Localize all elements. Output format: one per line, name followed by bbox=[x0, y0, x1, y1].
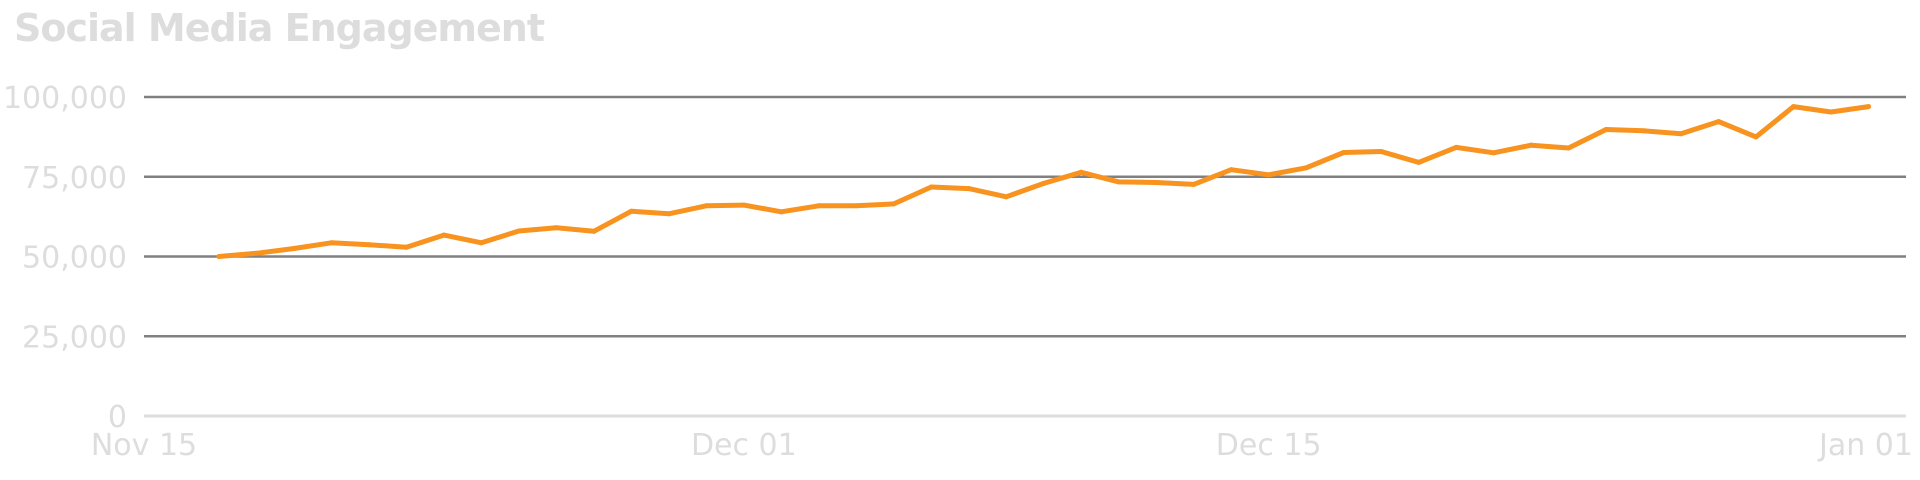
data-point bbox=[853, 203, 859, 209]
data-point bbox=[1828, 109, 1834, 115]
y-tick-label: 50,000 bbox=[22, 241, 127, 276]
data-point bbox=[666, 211, 672, 217]
data-point bbox=[1378, 149, 1384, 155]
data-point bbox=[1678, 131, 1684, 137]
data-point bbox=[516, 228, 522, 234]
data-point bbox=[403, 244, 409, 250]
data-point bbox=[441, 232, 447, 238]
y-tick-label: 100,000 bbox=[3, 81, 127, 116]
data-point bbox=[891, 201, 897, 207]
data-point bbox=[703, 203, 709, 209]
y-tick-label: 25,000 bbox=[22, 320, 127, 355]
data-point bbox=[1003, 194, 1009, 200]
data-point bbox=[1716, 119, 1722, 125]
data-point bbox=[591, 228, 597, 234]
data-point bbox=[1116, 179, 1122, 185]
data-point bbox=[816, 203, 822, 209]
data-point bbox=[291, 246, 297, 252]
data-point bbox=[741, 202, 747, 208]
data-point bbox=[478, 240, 484, 246]
data-point bbox=[328, 240, 334, 246]
data-point bbox=[1453, 144, 1459, 150]
data-point bbox=[1303, 165, 1309, 171]
data-point bbox=[1266, 172, 1272, 178]
x-tick-label: Dec 15 bbox=[1216, 428, 1322, 463]
chart-title: Social Media Engagement bbox=[14, 6, 545, 50]
data-point bbox=[553, 225, 559, 231]
data-point bbox=[1566, 145, 1572, 151]
data-point bbox=[1041, 180, 1047, 186]
x-tick-label: Jan 01 bbox=[1817, 428, 1913, 463]
data-point bbox=[1228, 167, 1234, 173]
data-point bbox=[1603, 127, 1609, 133]
y-tick-label: 0 bbox=[108, 400, 127, 435]
data-point bbox=[216, 254, 222, 259]
data-point bbox=[966, 186, 972, 192]
data-point bbox=[1641, 128, 1647, 134]
data-point bbox=[1791, 104, 1797, 110]
data-point bbox=[366, 242, 372, 248]
data-point bbox=[1416, 159, 1422, 165]
data-point bbox=[1341, 150, 1347, 156]
x-tick-label: Dec 01 bbox=[691, 428, 797, 463]
data-point bbox=[1491, 150, 1497, 156]
data-point bbox=[1866, 104, 1872, 110]
data-point bbox=[778, 209, 784, 215]
data-point bbox=[628, 208, 634, 214]
data-point bbox=[253, 250, 259, 256]
data-point bbox=[1153, 179, 1159, 185]
x-tick-label: Nov 15 bbox=[91, 428, 197, 463]
data-point bbox=[1528, 142, 1534, 148]
data-point bbox=[1078, 169, 1084, 175]
y-tick-label: 75,000 bbox=[22, 161, 127, 196]
data-point bbox=[1191, 181, 1197, 187]
data-point bbox=[928, 184, 934, 190]
data-point bbox=[1753, 134, 1759, 140]
